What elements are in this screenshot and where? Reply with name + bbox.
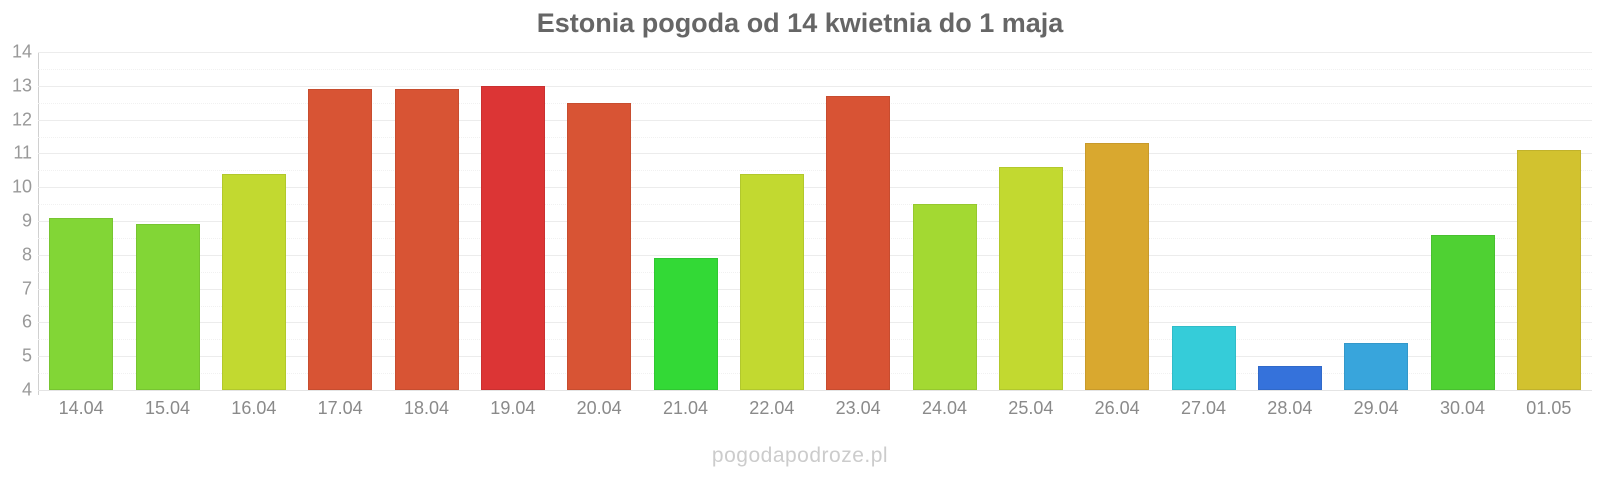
gridline-minor bbox=[38, 68, 1592, 70]
gridline-major bbox=[38, 322, 1592, 324]
gridline-minor bbox=[38, 102, 1592, 104]
y-axis-label: 10 bbox=[11, 176, 32, 197]
bar-22.04[interactable] bbox=[739, 173, 804, 390]
x-axis-label: 24.04 bbox=[921, 398, 968, 418]
y-axis-label: 12 bbox=[11, 109, 32, 130]
y-axis-label: 4 bbox=[21, 379, 32, 400]
y-axis-label: 11 bbox=[13, 142, 32, 163]
watermark: pogodapodroze.pl bbox=[711, 444, 889, 467]
x-axis-label: 21.04 bbox=[662, 398, 709, 418]
gridline-minor bbox=[38, 339, 1592, 341]
x-axis-label: 29.04 bbox=[1353, 398, 1399, 418]
plot-area bbox=[38, 52, 1592, 390]
gridline-minor bbox=[38, 204, 1592, 206]
gridline-minor bbox=[38, 305, 1592, 307]
gridline-major bbox=[38, 187, 1592, 189]
bar-27.04[interactable] bbox=[1171, 325, 1236, 390]
bar-15.04[interactable] bbox=[135, 224, 200, 390]
gridline-minor bbox=[38, 170, 1592, 172]
x-axis-label: 17.04 bbox=[317, 398, 363, 418]
bar-17.04[interactable] bbox=[308, 89, 373, 390]
x-axis-label: 23.04 bbox=[835, 398, 881, 418]
x-axis-label: 30.04 bbox=[1439, 398, 1486, 418]
x-axis-label: 19.04 bbox=[490, 398, 536, 418]
x-axis-label: 15.04 bbox=[144, 398, 191, 418]
gridline-major bbox=[38, 356, 1592, 358]
bar-23.04[interactable] bbox=[826, 95, 891, 390]
gridline-major bbox=[38, 85, 1592, 87]
bar-24.04[interactable] bbox=[912, 204, 977, 390]
gridline-major bbox=[38, 52, 1592, 53]
y-axis-label: 14 bbox=[11, 41, 32, 62]
bar-30.04[interactable] bbox=[1430, 234, 1495, 390]
x-axis-label: 22.04 bbox=[749, 398, 795, 418]
x-axis-label: 01.05 bbox=[1526, 398, 1572, 418]
gridline-major bbox=[38, 221, 1592, 222]
bar-21.04[interactable] bbox=[653, 258, 718, 390]
x-axis-label: 28.04 bbox=[1267, 398, 1313, 418]
bar-26.04[interactable] bbox=[1085, 143, 1150, 390]
y-axis-label: 13 bbox=[11, 75, 32, 96]
gridline-minor bbox=[38, 136, 1592, 138]
x-axis: 14.04 15.04 16.04 17.04 18.04 19.04 20.04 21.04… bbox=[38, 398, 1592, 424]
x-axis-line bbox=[38, 390, 1592, 391]
x-axis-label: 18.04 bbox=[403, 398, 450, 418]
gridline-minor bbox=[38, 373, 1592, 375]
bar-16.04[interactable] bbox=[221, 173, 286, 390]
chart-title: Estonia pogoda od 14 kwietnia do 1 maja bbox=[536, 8, 1064, 38]
bar-18.04[interactable] bbox=[394, 89, 459, 390]
y-axis-label: 8 bbox=[21, 244, 32, 265]
bar-25.04[interactable] bbox=[998, 166, 1063, 390]
y-axis-label: 9 bbox=[21, 210, 32, 231]
bar-01.05[interactable] bbox=[1516, 150, 1581, 390]
gridline-major bbox=[38, 119, 1592, 121]
x-axis-label: 20.04 bbox=[576, 398, 622, 418]
gridline-minor bbox=[38, 271, 1592, 273]
gridline-minor bbox=[38, 237, 1592, 239]
gridline-major bbox=[38, 254, 1592, 256]
bar-19.04[interactable] bbox=[480, 85, 545, 390]
y-axis-line bbox=[38, 52, 39, 395]
x-axis-label: 14.04 bbox=[58, 398, 104, 418]
bar-28.04[interactable] bbox=[1257, 366, 1322, 390]
y-axis: 4 5 6 7 8 9 10 11 12 13 14 bbox=[0, 0, 32, 480]
y-axis-label: 6 bbox=[21, 311, 32, 332]
x-axis-label: 16.04 bbox=[231, 398, 277, 418]
gridline-major bbox=[38, 153, 1592, 155]
x-axis-label: 25.04 bbox=[1008, 398, 1054, 418]
bar-14.04[interactable] bbox=[49, 217, 114, 390]
bar-29.04[interactable] bbox=[1344, 342, 1409, 390]
x-axis-label: 26.04 bbox=[1094, 398, 1140, 418]
bar-20.04[interactable] bbox=[567, 102, 632, 390]
gridline-major bbox=[38, 288, 1592, 290]
x-axis-label: 27.04 bbox=[1180, 398, 1227, 418]
y-axis-label: 7 bbox=[21, 278, 32, 299]
y-axis-label: 5 bbox=[21, 345, 32, 366]
